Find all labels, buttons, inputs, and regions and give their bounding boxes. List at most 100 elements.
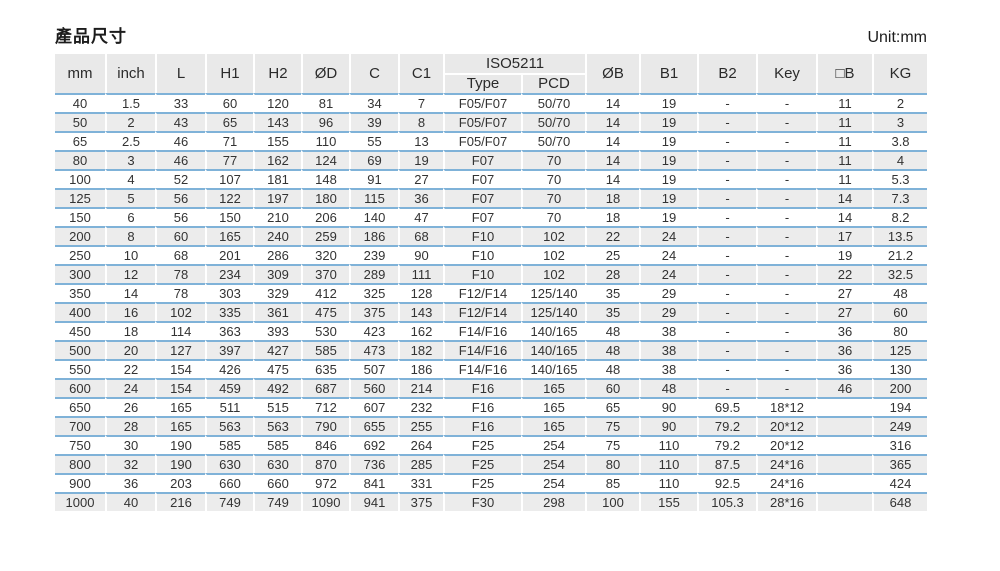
table-cell: 285 [398,454,443,473]
table-cell: 365 [872,454,928,473]
table-cell: 48 [585,359,640,378]
table-cell: 4 [872,150,928,169]
table-cell: - [697,264,757,283]
table-cell: 78 [155,283,205,302]
table-cell: 14 [816,188,873,207]
table-row: 550 22 154 426 475 635 507 186 F14/F16 140/165 48 3… [55,359,928,378]
table-cell: 90 [639,397,698,416]
table-cell: - [756,245,817,264]
table-cell: 11 [816,150,873,169]
table-cell: 210 [253,207,301,226]
col-header-b2: B2 [697,54,757,93]
table-cell: 39 [349,112,398,131]
table-cell: 12 [105,264,155,283]
table-cell: 240 [253,226,301,245]
col-header-kg: KG [872,54,928,93]
table-cell: 363 [205,321,253,340]
table-cell: 28*16 [756,492,817,511]
table-cell: 5 [105,188,155,207]
table-cell: 511 [205,397,253,416]
table-cell: 22 [816,264,873,283]
table-cell: - [756,207,817,226]
table-cell: 154 [155,378,205,397]
table-row: 700 28 165 563 563 790 655 255 F16 165 75 90 79.2 20*… [55,416,928,435]
table-row: 125 5 56 122 197 180 115 36 F07 70 18 19- -14 7.3 [55,188,928,207]
table-cell: 8 [105,226,155,245]
table-cell: 473 [349,340,398,359]
table-cell: - [756,150,817,169]
table-cell: 427 [253,340,301,359]
table-cell: - [697,150,757,169]
table-cell: 2 [105,112,155,131]
table-cell: - [697,226,757,245]
table-cell: 24 [105,378,155,397]
table-cell: 255 [398,416,443,435]
table-cell: 150 [55,207,105,226]
table-cell: F05/F07 [443,131,521,150]
table-cell: 870 [301,454,349,473]
table-cell: 90 [639,416,698,435]
table-cell: 65 [585,397,640,416]
page-title: 產品尺寸 [55,27,127,46]
table-cell: 165 [205,226,253,245]
table-cell: - [697,188,757,207]
table-cell: 65 [205,112,253,131]
table-cell: 46 [155,131,205,150]
table-cell: 655 [349,416,398,435]
table-cell: 13 [398,131,443,150]
table-cell: 841 [349,473,398,492]
table-cell: 14 [585,150,640,169]
table-cell: 19 [639,131,698,150]
table-cell [816,492,873,511]
table-cell: 140/165 [521,321,586,340]
table-cell: 475 [253,359,301,378]
table-cell: 30 [105,435,155,454]
table-cell: 69 [349,150,398,169]
table-cell: 507 [349,359,398,378]
table-cell: 22 [585,226,640,245]
table-cell: 19 [639,188,698,207]
table-row: 250 10 68 201 286 320 239 90 F10 102 25 24- -19 21.2 [55,245,928,264]
table-cell: 749 [253,492,301,511]
table-cell: 19 [816,245,873,264]
table-cell: 19 [639,93,698,112]
table-cell: 155 [639,492,698,511]
table-cell: 214 [398,378,443,397]
table-cell: 24 [639,226,698,245]
table-cell: 14 [585,169,640,188]
table-cell: 264 [398,435,443,454]
table-cell: 13.5 [872,226,928,245]
table-cell: 424 [872,473,928,492]
table-cell: 29 [639,302,698,321]
table-cell: 40 [105,492,155,511]
table-cell: F07 [443,188,521,207]
table-cell: 70 [521,169,586,188]
table-cell: 140 [349,207,398,226]
table-cell [816,397,873,416]
table-cell: 17 [816,226,873,245]
table-cell: - [697,340,757,359]
col-header-c: C [349,54,398,93]
table-cell [816,454,873,473]
table-cell: 309 [253,264,301,283]
table-cell: 329 [253,283,301,302]
table-row: 600 24 154 459 492 687 560 214 F16 165 60 48- -46 200 [55,378,928,397]
table-cell: 162 [398,321,443,340]
table-cell: 216 [155,492,205,511]
table-cell: 8.2 [872,207,928,226]
col-header-iso-pcd: PCD [521,73,586,93]
table-row: 500 20 127 397 427 585 473 182 F14/F16 140/165 48 3… [55,340,928,359]
table-cell: 26 [105,397,155,416]
table-cell: 110 [639,435,698,454]
table-cell: 28 [585,264,640,283]
table-cell: 203 [155,473,205,492]
unit-label: Unit:mm [867,29,927,46]
table-body: 40 1.5 33 60 120 81 34 7 F05/F07 50/70 14 19- -11 2 50… [55,93,928,511]
table-cell: 165 [521,378,586,397]
table-cell: 687 [301,378,349,397]
table-cell: 68 [155,245,205,264]
table-cell: 298 [521,492,586,511]
table-cell: 36 [816,321,873,340]
table-cell: - [756,188,817,207]
table-cell: F14/F16 [443,321,521,340]
